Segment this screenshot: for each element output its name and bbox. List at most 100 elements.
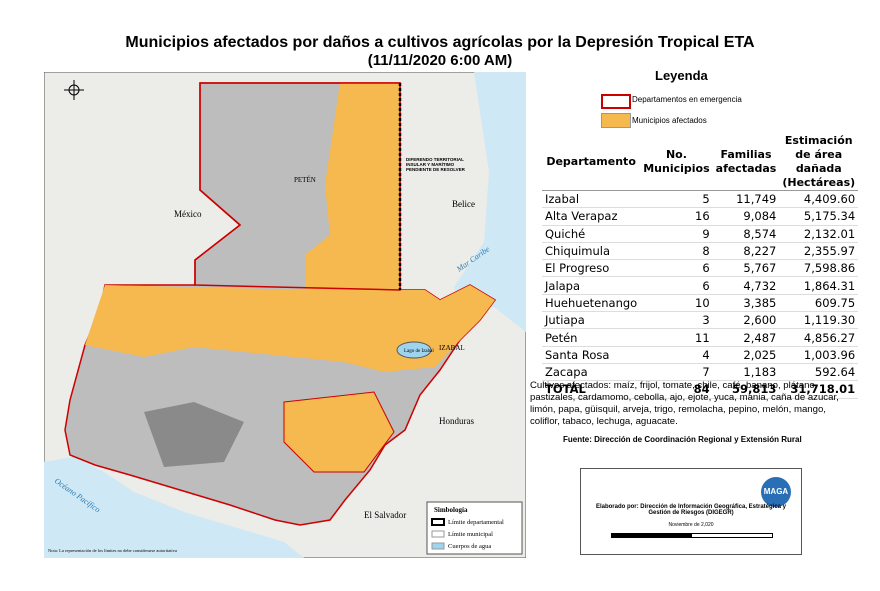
total-cell: 59,813 xyxy=(712,380,780,399)
cell-department: El Progreso xyxy=(542,259,641,278)
cell-number: 11,749 xyxy=(712,190,780,209)
compass xyxy=(64,80,84,100)
cell-number: 7 xyxy=(640,363,713,382)
logo: MAGA xyxy=(761,477,791,507)
cell-number: 7,598.86 xyxy=(779,259,859,278)
legend-swatch-emergency xyxy=(601,94,631,109)
legend-item: Departamentos en emergencia xyxy=(632,95,742,104)
cell-number: 8,574 xyxy=(712,225,780,243)
cell-number: 2,355.97 xyxy=(779,242,859,261)
cell-number: 3,385 xyxy=(712,294,780,313)
affected-peten xyxy=(305,83,400,290)
table-row: Jutiapa 3 2,600 1,119.30 xyxy=(542,311,859,330)
table-row: Santa Rosa 4 2,025 1,003.96 xyxy=(542,346,859,364)
subtitle: (11/11/2020 6:00 AM) xyxy=(367,52,513,69)
cell-number: 592.64 xyxy=(779,363,859,382)
credits-elaborated: Elaborado por: Dirección de Información … xyxy=(595,504,787,516)
sym-dept xyxy=(431,518,445,526)
cell-number: 1,119.30 xyxy=(779,311,859,330)
column-header: Departamento xyxy=(542,134,641,191)
peten-border xyxy=(194,82,401,291)
cell-number: 5 xyxy=(640,190,713,209)
cell-number: 1,003.96 xyxy=(779,346,859,364)
total-row: TOTAL 84 59,813 31,718.01 xyxy=(542,380,859,399)
cell-department: Huehuetenango xyxy=(542,294,641,313)
cell-department: Jutiapa xyxy=(542,311,641,330)
table-row: Alta Verapaz 16 9,084 5,175.34 xyxy=(542,207,859,226)
table-row: El Progreso 6 5,767 7,598.86 xyxy=(542,259,859,278)
column-header: No. Municipios xyxy=(640,134,713,191)
cell-number: 4 xyxy=(640,346,713,364)
cell-department: Chiquimula xyxy=(542,242,641,261)
cell-number: 9 xyxy=(640,225,713,243)
cell-number: 609.75 xyxy=(779,294,859,313)
cell-number: 5,767 xyxy=(712,259,780,278)
scale-bar xyxy=(611,533,773,538)
credits-date: Noviembre de 2,020 xyxy=(668,522,714,528)
cell-department: Petén xyxy=(542,328,641,347)
total-cell: TOTAL xyxy=(542,380,641,399)
table-row: Jalapa 6 4,732 1,864.31 xyxy=(542,276,859,295)
dispute-box: DIFERENDO TERRITORIAL INSULAR Y MARÍTIMO… xyxy=(406,157,465,172)
cell-number: 4,409.60 xyxy=(779,190,859,209)
label-mexico: México xyxy=(174,209,202,219)
pacific xyxy=(44,457,304,558)
cell-number: 1,183 xyxy=(712,363,780,382)
label-izabal: IZABAL xyxy=(439,344,465,352)
cell-number: 16 xyxy=(640,207,713,226)
sym-water xyxy=(431,542,445,550)
cell-number: 2,600 xyxy=(712,311,780,330)
label-peten: PETÉN xyxy=(294,176,316,184)
symbology-item: Límite departamental xyxy=(448,519,504,526)
table-row: Zacapa 7 1,183 592.64 xyxy=(542,363,859,382)
symbology-item: Límite municipal xyxy=(448,531,493,538)
cell-number: 2,487 xyxy=(712,328,780,347)
cell-number: 1,864.31 xyxy=(779,276,859,295)
cell-department: Zacapa xyxy=(542,363,641,382)
cell-number: 8 xyxy=(640,242,713,261)
map-note: Nota: La representación de los límites n… xyxy=(48,548,177,553)
cell-department: Izabal xyxy=(542,190,641,209)
cell-number: 2,025 xyxy=(712,346,780,364)
symbology-title: Simbología xyxy=(434,506,468,514)
legend-swatch-affected xyxy=(601,113,631,128)
total-cell: 84 xyxy=(640,380,713,399)
table-row: Huehuetenango 10 3,385 609.75 xyxy=(542,294,859,313)
cell-number: 2,132.01 xyxy=(779,225,859,243)
affected-center xyxy=(85,285,495,372)
column-header: Estimación de área dañada (Hectáreas) xyxy=(779,134,859,191)
label-lake: Lago de Izabal xyxy=(404,349,434,354)
table-row: Chiquimula 8 8,227 2,355.97 xyxy=(542,242,859,261)
cell-department: Alta Verapaz xyxy=(542,207,641,226)
label-belize: Belice xyxy=(452,199,475,209)
cell-number: 4,856.27 xyxy=(779,328,859,347)
cell-number: 4,732 xyxy=(712,276,780,295)
sym-muni xyxy=(431,530,445,538)
cell-department: Quiché xyxy=(542,225,641,243)
cell-number: 5,175.34 xyxy=(779,207,859,226)
highland xyxy=(144,402,244,467)
table-row: Izabal 5 11,749 4,409.60 xyxy=(542,190,859,209)
map: México Belice Honduras El Salvador Mar C… xyxy=(44,72,526,558)
cell-number: 6 xyxy=(640,259,713,278)
cell-number: 8,227 xyxy=(712,242,780,261)
cell-number: 3 xyxy=(640,311,713,330)
cell-number: 10 xyxy=(640,294,713,313)
credits-box: MAGA Elaborado por: Dirección de Informa… xyxy=(580,468,802,555)
label-dispute: DIFERENDO TERRITORIAL INSULAR Y MARÍTIMO… xyxy=(406,157,465,172)
table-row: Petén 11 2,487 4,856.27 xyxy=(542,328,859,347)
label-salvador: El Salvador xyxy=(364,510,406,520)
legend-title: Leyenda xyxy=(655,68,708,83)
caribbean xyxy=(454,72,526,332)
cell-number: 9,084 xyxy=(712,207,780,226)
affected-east xyxy=(283,391,395,473)
label-honduras: Honduras xyxy=(439,416,474,426)
table-row: Quiché 9 8,574 2,132.01 xyxy=(542,225,859,243)
title: Municipios afectados por daños a cultivo… xyxy=(125,34,755,51)
table-header: Departamento No. Municipios Familias afect… xyxy=(542,134,859,191)
cell-number: 11 xyxy=(640,328,713,347)
damage-table: Departamento No. Municipios Familias afect… xyxy=(542,134,859,399)
column-header: Familias afectadas xyxy=(712,134,780,191)
